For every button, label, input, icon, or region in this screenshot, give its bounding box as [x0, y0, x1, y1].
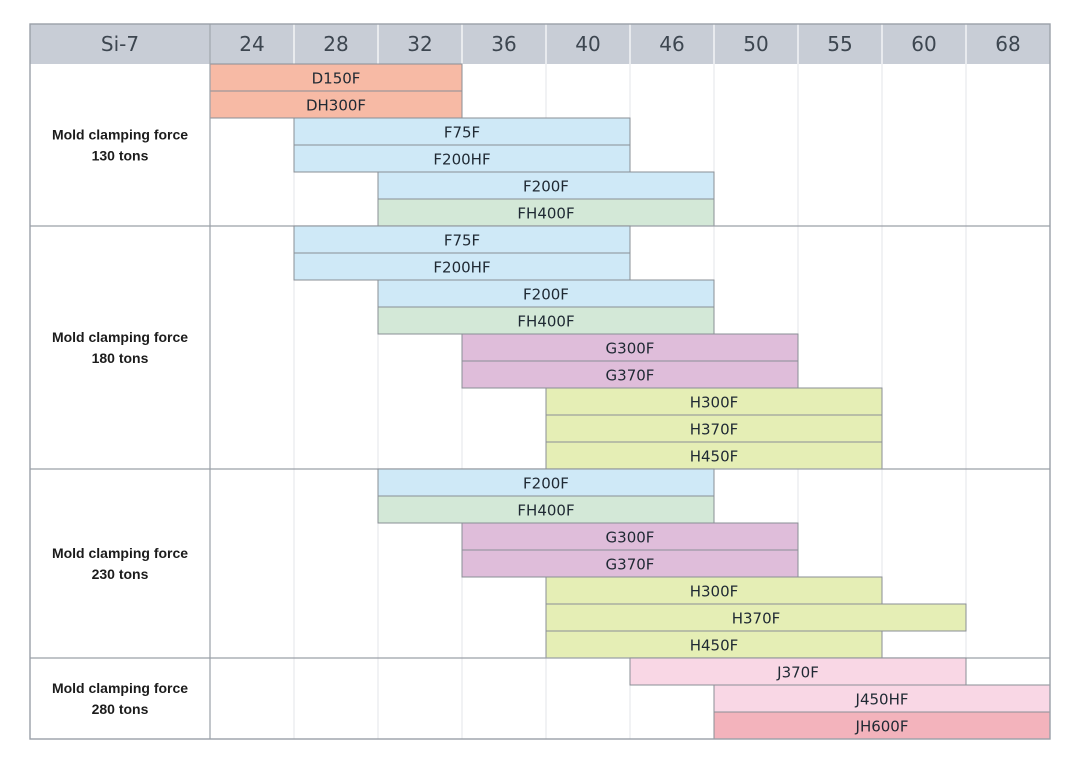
range-bar: [545, 441, 883, 470]
bar-label: G300F: [606, 340, 655, 358]
range-bar: [545, 630, 883, 659]
group-label: Mold clamping force: [52, 329, 188, 345]
table-border: [29, 23, 1051, 740]
range-bar: [713, 684, 1051, 713]
bar-label: FH400F: [517, 313, 574, 331]
bar-label: F75F: [444, 232, 480, 250]
range-bar: [293, 252, 631, 281]
bar-label: F200F: [523, 286, 569, 304]
bar-label: J370F: [776, 664, 819, 682]
range-bar: [377, 279, 715, 308]
range-bar: [461, 333, 799, 362]
range-bar: [461, 360, 799, 389]
bar-label: FH400F: [517, 205, 574, 223]
bar-label: F200HF: [433, 151, 490, 169]
bar-label: F75F: [444, 124, 480, 142]
column-header-24: 24: [239, 32, 264, 56]
corner-label: Si-7: [101, 32, 139, 56]
group-label: 230 tons: [92, 566, 149, 582]
range-bar: [293, 225, 631, 254]
bar-label: H300F: [690, 583, 739, 601]
group-label: Mold clamping force: [52, 680, 188, 696]
bar-label: G300F: [606, 529, 655, 547]
bar-label: F200F: [523, 475, 569, 493]
column-header-46: 46: [659, 32, 684, 56]
group-label: 280 tons: [92, 701, 149, 717]
bar-label: H370F: [732, 610, 781, 628]
column-header-50: 50: [743, 32, 768, 56]
bar-label: H300F: [690, 394, 739, 412]
bar-label: F200HF: [433, 259, 490, 277]
group-label: 130 tons: [92, 148, 149, 164]
range-bar: [209, 90, 463, 119]
column-header-68: 68: [995, 32, 1020, 56]
bar-label: F200F: [523, 178, 569, 196]
range-bar: [545, 387, 883, 416]
bar-label: G370F: [606, 367, 655, 385]
bar-label: FH400F: [517, 502, 574, 520]
column-header-28: 28: [323, 32, 348, 56]
range-bar: [377, 495, 715, 524]
range-bar: [713, 711, 1051, 740]
bar-label: H370F: [690, 421, 739, 439]
range-bar: [377, 171, 715, 200]
range-bar: [461, 549, 799, 578]
range-bar: [461, 522, 799, 551]
column-header-55: 55: [827, 32, 852, 56]
range-bar: [545, 603, 967, 632]
group-label: Mold clamping force: [52, 545, 188, 561]
range-bar: [545, 414, 883, 443]
bar-label: G370F: [606, 556, 655, 574]
bar-label: H450F: [690, 637, 739, 655]
column-header-40: 40: [575, 32, 600, 56]
column-header-60: 60: [911, 32, 936, 56]
group-label: 180 tons: [92, 350, 149, 366]
bar-label: H450F: [690, 448, 739, 466]
range-bar: [377, 468, 715, 497]
column-header-36: 36: [491, 32, 516, 56]
bar-label: DH300F: [306, 97, 366, 115]
range-bar: [293, 117, 631, 146]
column-header-32: 32: [407, 32, 432, 56]
bar-label: J450HF: [855, 691, 909, 709]
bar-label: D150F: [312, 70, 361, 88]
header-band: [30, 24, 1050, 64]
group-label: Mold clamping force: [52, 127, 188, 143]
range-bar: [293, 144, 631, 173]
bar-label: JH600F: [855, 718, 909, 736]
